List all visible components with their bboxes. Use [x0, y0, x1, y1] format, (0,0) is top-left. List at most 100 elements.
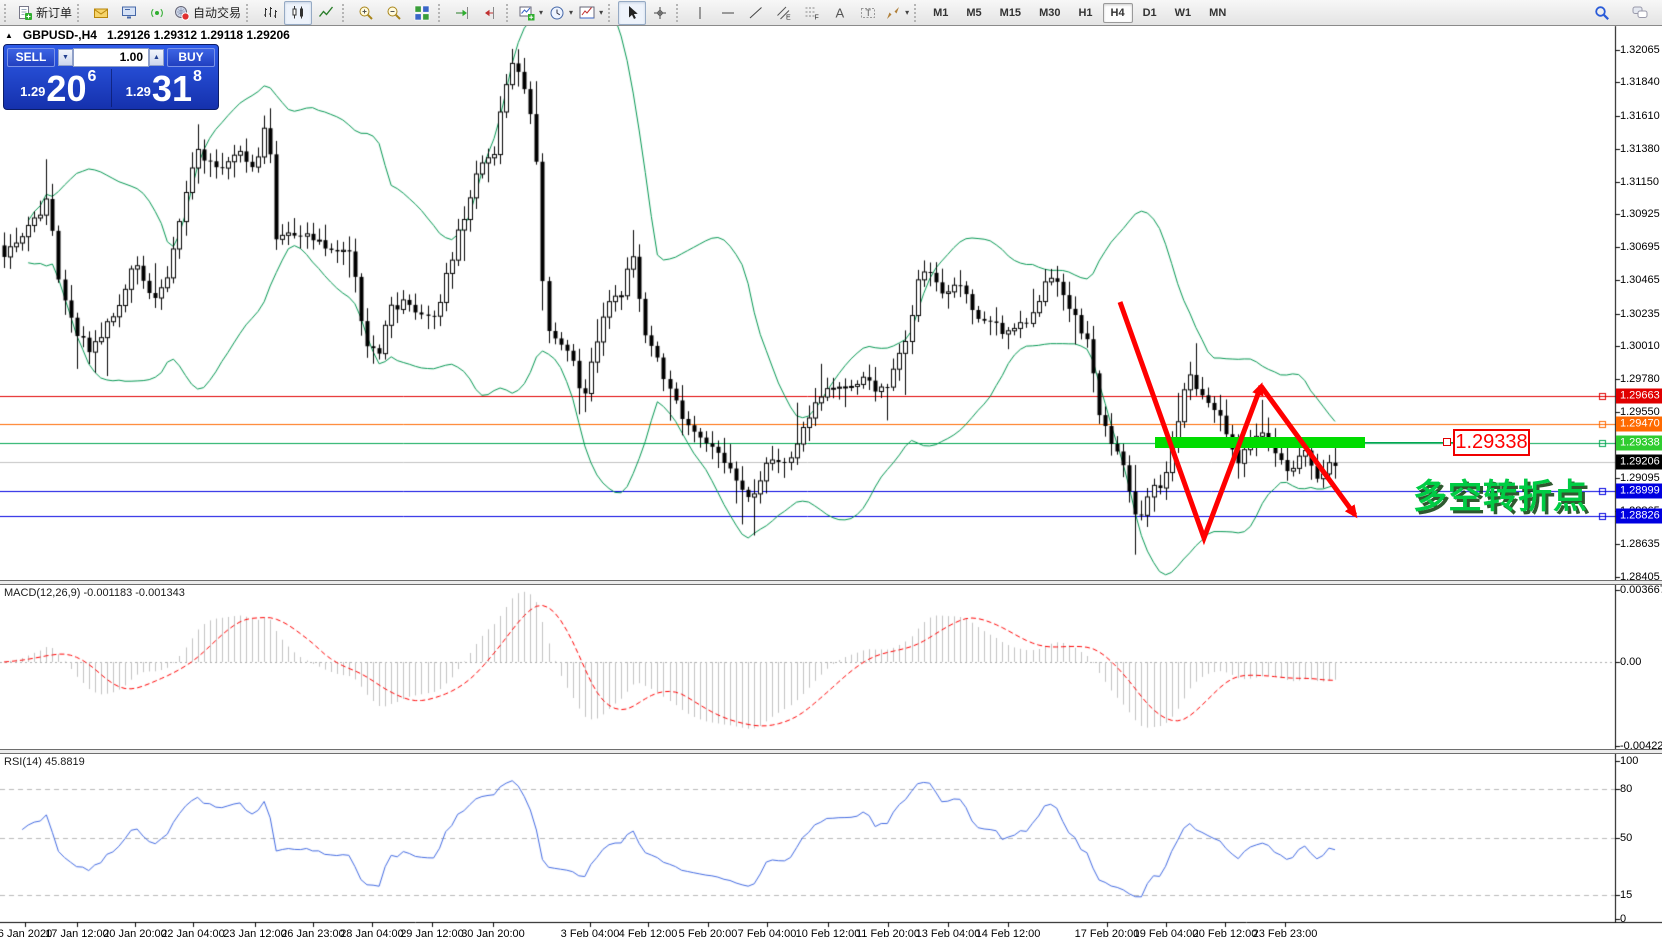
- toolbar-grip[interactable]: [438, 3, 445, 22]
- text-tool[interactable]: A: [826, 1, 854, 25]
- callout-anchor-marker[interactable]: [1443, 438, 1451, 446]
- chart-shift-icon: [482, 5, 498, 21]
- chat-icon: [1632, 5, 1648, 21]
- timeframe-d1[interactable]: D1: [1142, 6, 1157, 19]
- toolbar-grip[interactable]: [342, 3, 349, 22]
- search-button[interactable]: [1588, 1, 1616, 25]
- new-order-button[interactable]: 新订单: [14, 1, 75, 25]
- buy-price[interactable]: 1.29 31 8: [112, 68, 217, 107]
- timeframe-m30[interactable]: M30: [1039, 6, 1061, 19]
- time-axis-label: 26 Jan 23:00: [281, 928, 345, 940]
- terminal-button[interactable]: [115, 1, 143, 25]
- tile-windows-button[interactable]: [408, 1, 436, 25]
- zoom-out-button[interactable]: [380, 1, 408, 25]
- cursor-tool[interactable]: [618, 0, 647, 25]
- vline-tool[interactable]: [686, 1, 714, 25]
- line-chart-button[interactable]: [312, 1, 340, 25]
- time-axis-label: 17 Feb 20:00: [1074, 928, 1140, 940]
- buy-button[interactable]: BUY: [167, 48, 215, 67]
- price-axis-label: 1.32065: [1620, 44, 1660, 56]
- chevron-down-icon: ▾: [599, 8, 604, 17]
- collapse-panel-icon[interactable]: ▲: [5, 30, 13, 40]
- autotrading-toggle-label: 自动交易: [193, 6, 242, 20]
- macd-axis-label: 0.00: [1620, 656, 1642, 668]
- zoom-in-icon: [358, 5, 374, 21]
- level-price-badge: 1.28826: [1616, 508, 1662, 524]
- template-icon: [579, 5, 595, 21]
- auto-scroll-toggle[interactable]: [448, 1, 476, 25]
- level-price-badge: 1.29338: [1616, 435, 1662, 451]
- timeframe-m5[interactable]: M5: [966, 6, 982, 19]
- bars-chart-button[interactable]: [256, 1, 284, 25]
- zoom-out-icon: [386, 5, 402, 21]
- time-axis-label: 20 Feb 12:00: [1192, 928, 1258, 940]
- text-label-tool[interactable]: T: [854, 1, 882, 25]
- toolbar-grip[interactable]: [506, 3, 513, 22]
- svg-text:T: T: [866, 8, 872, 18]
- channel-tool[interactable]: E: [770, 1, 798, 25]
- templates-button[interactable]: ▾: [576, 1, 606, 25]
- toolbar-grip[interactable]: [4, 3, 11, 22]
- arrows-tool[interactable]: ▾: [882, 1, 912, 25]
- price-axis-label: 1.31840: [1620, 76, 1660, 89]
- bars-chart-icon: [262, 5, 278, 21]
- sell-price-big: 20: [46, 68, 87, 109]
- time-axis-label: 17 Jan 12:00: [45, 928, 109, 940]
- macd-pane-separator[interactable]: [0, 580, 1662, 585]
- toolbar-grip[interactable]: [608, 3, 615, 22]
- crosshair-icon: [652, 5, 668, 21]
- toolbar-grip[interactable]: [914, 3, 921, 22]
- time-axis-label: 23 Feb 23:00: [1252, 928, 1318, 940]
- crosshair-tool[interactable]: [646, 1, 674, 25]
- time-axis-label: 23 Jan 12:00: [223, 928, 287, 940]
- trendline-tool[interactable]: [742, 1, 770, 25]
- price-axis-label: 1.28405: [1620, 571, 1660, 583]
- periods-button[interactable]: ▾: [546, 1, 576, 25]
- fibonacci-tool[interactable]: F: [798, 1, 826, 25]
- autotrading-toggle[interactable]: 自动交易: [171, 1, 244, 25]
- new-chart-button[interactable]: ▾: [516, 1, 546, 25]
- level-price-badge: 1.29470: [1616, 416, 1662, 432]
- timeframe-h1[interactable]: H1: [1078, 6, 1093, 19]
- sell-button[interactable]: SELL: [7, 48, 55, 67]
- timeframe-mn[interactable]: MN: [1209, 6, 1227, 19]
- zoom-in-button[interactable]: [352, 1, 380, 25]
- pivot-note-text[interactable]: 多空转折点: [1413, 478, 1588, 516]
- volume-decrease-button[interactable]: ▼: [58, 49, 73, 66]
- timeframe-h4[interactable]: H4: [1102, 2, 1133, 23]
- news-signal-button[interactable]: [143, 1, 171, 25]
- toolbar-grip[interactable]: [246, 3, 253, 22]
- time-axis-label: 6 Jan 2020: [0, 928, 53, 940]
- sell-price[interactable]: 1.29 20 6: [6, 68, 112, 109]
- chat-button[interactable]: [1626, 1, 1654, 25]
- chevron-down-icon: ▾: [539, 8, 544, 17]
- toolbar-grip[interactable]: [77, 3, 84, 22]
- volume-increase-button[interactable]: ▲: [149, 49, 164, 66]
- hline-tool[interactable]: [714, 1, 742, 25]
- time-axis-label: 5 Feb 20:00: [678, 928, 738, 940]
- timeframe-w1[interactable]: W1: [1174, 6, 1192, 19]
- time-axis-label: 14 Feb 12:00: [975, 928, 1041, 940]
- price-callout-label[interactable]: 1.29338: [1453, 429, 1530, 456]
- toolbar-grip[interactable]: [676, 3, 683, 22]
- mail-icon: [93, 5, 109, 21]
- mail-button[interactable]: [87, 1, 115, 25]
- svg-text:E: E: [786, 14, 791, 21]
- support-zone-bar-annotation[interactable]: [1155, 437, 1365, 448]
- volume-input[interactable]: 1.00: [73, 48, 149, 67]
- period-clock-icon: [549, 5, 565, 21]
- macd-values: -0.001183 -0.001343: [83, 587, 185, 599]
- channel-icon: E: [776, 5, 792, 21]
- price-axis-label: 1.29550: [1620, 406, 1660, 419]
- new-chart-icon: [519, 5, 535, 21]
- candles-chart-button[interactable]: [284, 0, 313, 25]
- chart-shift-toggle[interactable]: [476, 1, 504, 25]
- toolbar-right: [1588, 1, 1654, 25]
- timeframe-m15[interactable]: M15: [999, 6, 1022, 19]
- rsi-pane-separator[interactable]: [0, 749, 1662, 754]
- price-axis-label: 1.29095: [1620, 471, 1660, 484]
- timeframe-bar: M1 M5 M15 M30 H1 H4 D1 W1 MN: [912, 2, 1235, 23]
- timeframe-m1[interactable]: M1: [933, 6, 949, 19]
- time-axis-label: 4 Feb 12:00: [618, 928, 678, 940]
